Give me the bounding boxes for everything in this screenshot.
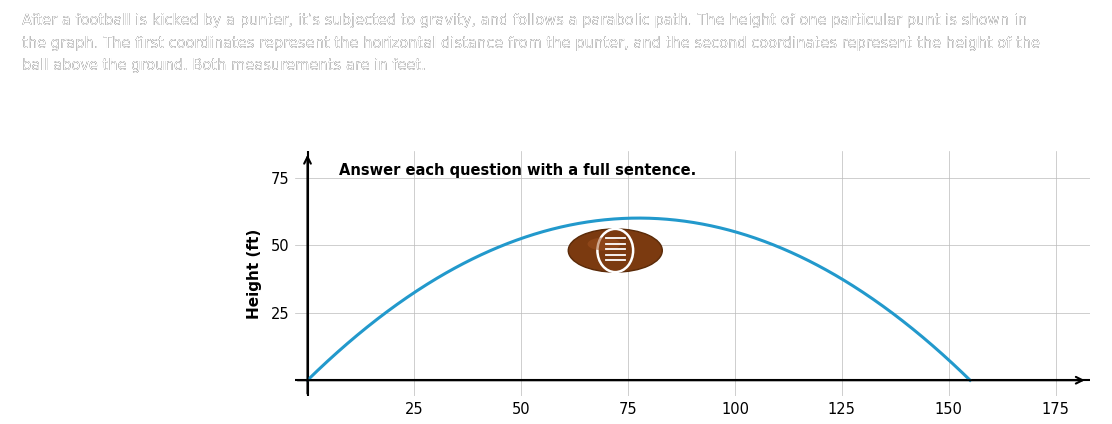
- Text: After a football is kicked by a punter, it’s subjected to gravity, and follows a: After a football is kicked by a punter, …: [22, 13, 1040, 73]
- Text: After a football is kicked by a punter, it’s subjected to gravity, and follows a: After a football is kicked by a punter, …: [22, 13, 1040, 73]
- Y-axis label: Height (ft): Height (ft): [247, 229, 262, 318]
- Ellipse shape: [587, 237, 620, 251]
- Ellipse shape: [568, 229, 663, 272]
- Text: Answer each question with a full sentence.: Answer each question with a full sentenc…: [339, 163, 696, 178]
